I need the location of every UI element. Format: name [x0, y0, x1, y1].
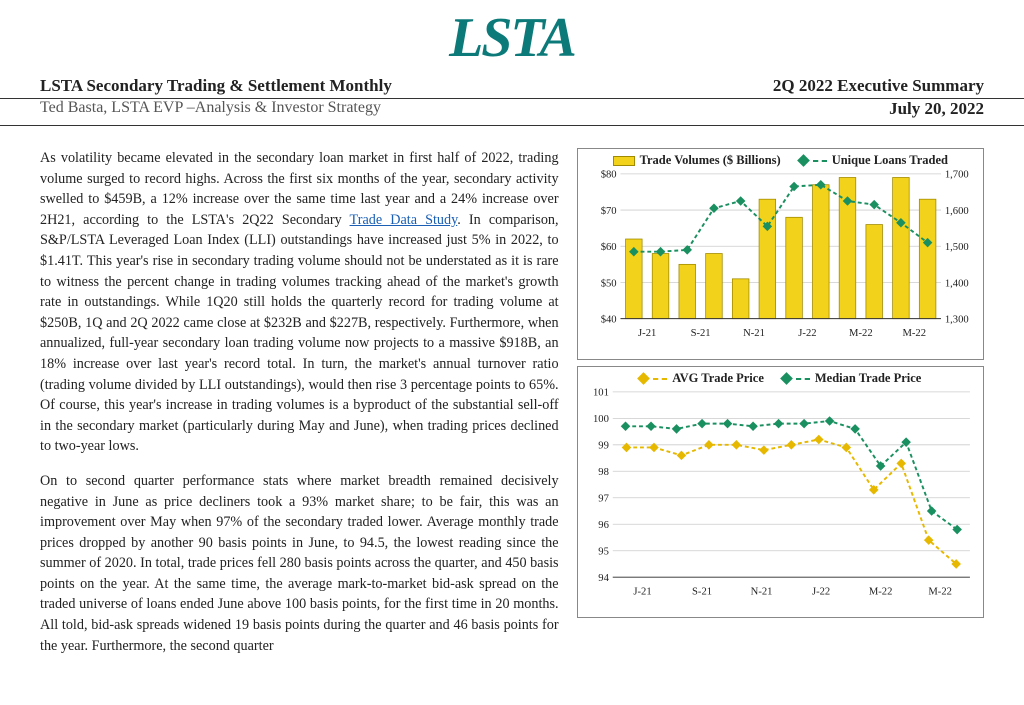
- trade-price-chart: AVG Trade Price Median Trade Price 94959…: [577, 366, 984, 618]
- svg-text:1,500: 1,500: [944, 242, 968, 253]
- svg-text:98: 98: [598, 467, 609, 478]
- svg-text:97: 97: [598, 494, 609, 505]
- svg-text:J-22: J-22: [798, 328, 816, 339]
- svg-text:101: 101: [593, 388, 609, 399]
- dot-swatch-icon: [797, 154, 810, 167]
- paragraph-1: As volatility became elevated in the sec…: [40, 148, 559, 457]
- content-row: As volatility became elevated in the sec…: [0, 126, 1024, 670]
- line-swatch-icon: [813, 160, 827, 162]
- svg-text:N-21: N-21: [750, 587, 772, 598]
- legend-label-median: Median Trade Price: [815, 371, 921, 386]
- line-swatch-icon-g2: [796, 378, 810, 380]
- trade-volumes-chart: Trade Volumes ($ Billions) Unique Loans …: [577, 148, 984, 360]
- doc-title: LSTA Secondary Trading & Settlement Mont…: [40, 76, 392, 96]
- svg-text:$60: $60: [600, 242, 616, 253]
- svg-text:99: 99: [598, 441, 609, 452]
- svg-text:94: 94: [598, 573, 609, 584]
- legend-trade-volumes: Trade Volumes ($ Billions): [613, 153, 781, 168]
- svg-text:$50: $50: [600, 278, 616, 289]
- legend-label-1: Trade Volumes ($ Billions): [640, 153, 781, 168]
- trade-data-study-link[interactable]: Trade Data Study: [350, 212, 458, 228]
- svg-text:$70: $70: [600, 206, 616, 217]
- chart1-svg: $40 $50 $60 $70 $80 1,300 1,400 1,500 1,600 1,700…: [578, 170, 983, 342]
- svg-text:M-22: M-22: [902, 328, 926, 339]
- body-text-column: As volatility became elevated in the sec…: [40, 148, 559, 670]
- svg-text:S-21: S-21: [690, 328, 710, 339]
- doc-byline: Ted Basta, LSTA EVP –Analysis & Investor…: [40, 99, 381, 121]
- logo-block: LSTA: [0, 0, 1024, 70]
- bar-swatch-icon: [613, 156, 635, 166]
- svg-text:1,700: 1,700: [944, 170, 968, 181]
- header-row: LSTA Secondary Trading & Settlement Mont…: [0, 70, 1024, 99]
- chart1-legend: Trade Volumes ($ Billions) Unique Loans …: [578, 149, 983, 170]
- dot-swatch-icon-g: [780, 372, 793, 385]
- paragraph-2: On to second quarter performance stats w…: [40, 471, 559, 656]
- svg-text:1,600: 1,600: [944, 206, 968, 217]
- legend-unique-loans: Unique Loans Traded: [799, 153, 948, 168]
- doc-date: July 20, 2022: [889, 99, 984, 121]
- dot-swatch-icon-y: [637, 372, 650, 385]
- svg-text:J-21: J-21: [638, 328, 656, 339]
- svg-text:96: 96: [598, 520, 609, 531]
- legend-median-price: Median Trade Price: [782, 371, 921, 386]
- chart2-legend: AVG Trade Price Median Trade Price: [578, 367, 983, 388]
- svg-text:1,400: 1,400: [944, 278, 968, 289]
- p1-text-b: . In comparison, S&P/LSTA Leveraged Loan…: [40, 212, 559, 455]
- svg-text:1,300: 1,300: [944, 315, 968, 326]
- line-swatch-icon-y: [653, 378, 667, 380]
- svg-text:M-22: M-22: [928, 587, 952, 598]
- svg-text:M-22: M-22: [849, 328, 873, 339]
- chart2-svg: 94 95 96 97 98 99 100 101 J-21 S-21 N-21 J-22 M-22 M-…: [578, 388, 983, 600]
- svg-text:J-22: J-22: [812, 587, 830, 598]
- legend-label-2: Unique Loans Traded: [832, 153, 948, 168]
- svg-text:N-21: N-21: [743, 328, 765, 339]
- svg-text:$40: $40: [600, 315, 616, 326]
- legend-avg-price: AVG Trade Price: [639, 371, 764, 386]
- logo-text: LSTA: [449, 6, 575, 70]
- legend-label-avg: AVG Trade Price: [672, 371, 764, 386]
- svg-text:M-22: M-22: [868, 587, 892, 598]
- svg-text:95: 95: [598, 547, 609, 558]
- doc-summary-label: 2Q 2022 Executive Summary: [773, 76, 984, 96]
- charts-column: Trade Volumes ($ Billions) Unique Loans …: [577, 148, 984, 670]
- svg-text:S-21: S-21: [692, 587, 712, 598]
- svg-text:J-21: J-21: [633, 587, 651, 598]
- subheader-row: Ted Basta, LSTA EVP –Analysis & Investor…: [0, 99, 1024, 126]
- svg-text:100: 100: [593, 414, 609, 425]
- svg-text:$80: $80: [600, 170, 616, 181]
